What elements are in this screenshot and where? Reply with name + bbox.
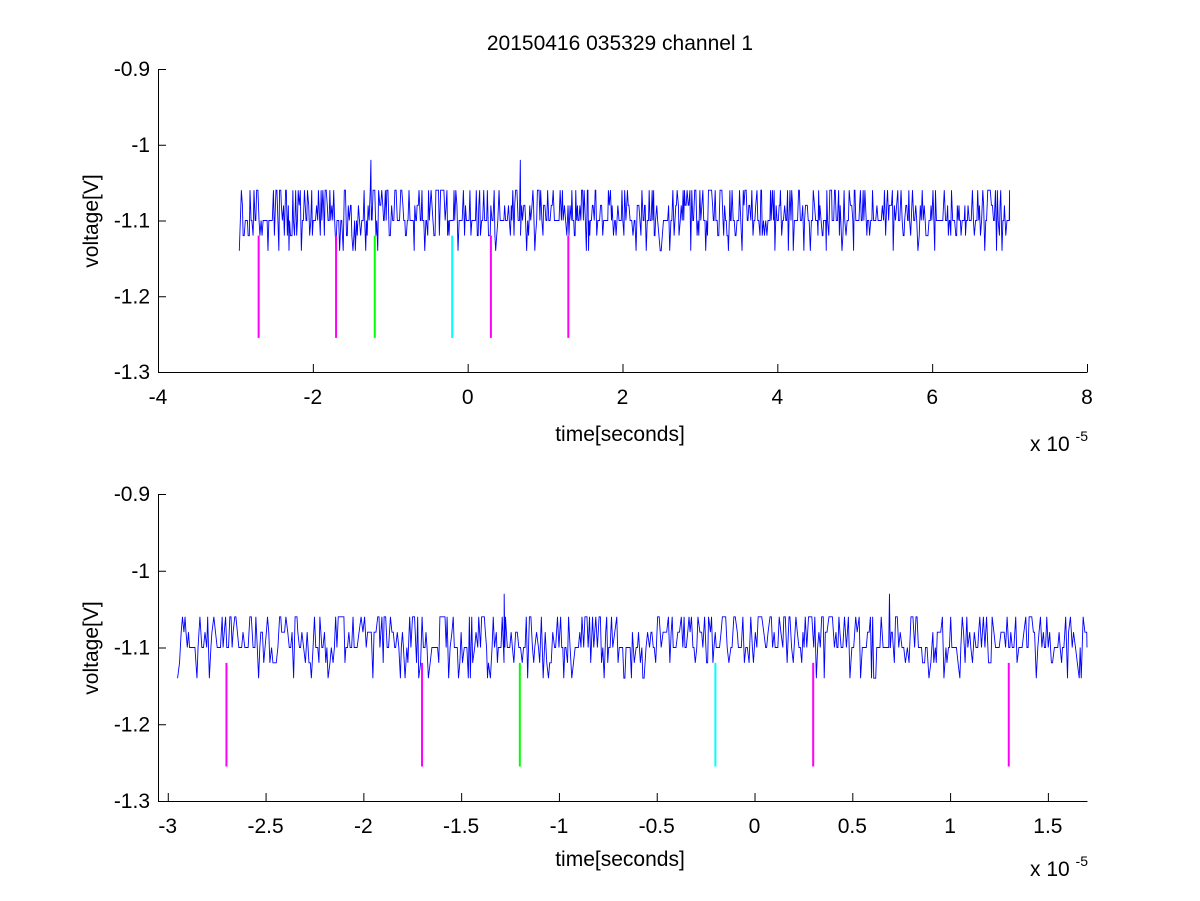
bottom-plot-x-tick-label: 1.5 (1033, 815, 1062, 838)
top-plot-x-tick-label: 2 (617, 386, 629, 409)
top-plot-x-tick-label: -2 (303, 386, 322, 409)
bottom-plot-voltage-series (177, 593, 1088, 679)
top-plot-x-exponent: x 10 -5 (1030, 428, 1088, 456)
bottom-plot-x-tick-label: 1 (944, 815, 956, 838)
bottom-plot-x-tick-label: 0 (749, 815, 761, 838)
top-plot-voltage-series (238, 159, 1011, 252)
top-plot-y-tick-label: -1 (131, 134, 150, 157)
top-plot-x-tick-label: 6 (926, 386, 938, 409)
top-plot-x-tick-label: 4 (771, 386, 783, 409)
bottom-plot: -3 -2.5 -2 -1.5 -1 -0.5 0 0.5 1 1.5 -1.3 -1.2 -1.1 -1… (80, 483, 1088, 881)
top-plot-marks (238, 159, 1011, 338)
bottom-plot-x-exponent: x 10 -5 (1030, 853, 1088, 881)
bottom-plot-y-tick-label: -0.9 (114, 483, 150, 506)
top-plot-y-tick-label: -1.3 (114, 361, 150, 384)
top-plot-x-tick-label: 8 (1081, 386, 1093, 409)
bottom-plot-x-exponent-base: x 10 (1030, 858, 1070, 881)
bottom-plot-xlabel: time[seconds] (555, 848, 685, 871)
bottom-plot-x-tick-label: -2.5 (247, 815, 283, 838)
top-plot-x-tick-label: -4 (149, 386, 168, 409)
top-plot-ylabel: voltage[V] (80, 174, 103, 267)
bottom-plot-x-tick-label: -0.5 (639, 815, 675, 838)
bottom-plot-x-tick-label: -1 (550, 815, 569, 838)
bottom-plot-x-tick-label: -2 (354, 815, 373, 838)
top-plot-x-exponent-base: x 10 (1030, 433, 1070, 456)
bottom-plot-y-tick-label: -1.3 (114, 790, 150, 813)
chart-title: 20150416 035329 channel 1 (487, 32, 753, 55)
bottom-plot-x-exponent-power: -5 (1076, 853, 1089, 869)
top-plot-y-tick-label: -1.2 (114, 285, 150, 308)
bottom-plot-x-tick-label: -3 (158, 815, 177, 838)
top-plot-x-exponent-power: -5 (1076, 428, 1089, 444)
top-plot-x-tick-label: 0 (462, 386, 474, 409)
bottom-plot-marks (177, 593, 1088, 767)
top-plot-ticks: -4 -2 0 2 4 6 8 -1.3 -1.2 -1.1 -1 -0.9 (114, 58, 1093, 409)
bottom-plot-ylabel: voltage[V] (80, 601, 103, 694)
top-plot-y-tick-label: -0.9 (114, 58, 150, 81)
bottom-plot-y-tick-label: -1 (131, 560, 150, 583)
top-plot-xlabel: time[seconds] (555, 423, 685, 446)
bottom-plot-y-tick-label: -1.1 (114, 637, 150, 660)
top-plot-y-tick-label: -1.1 (114, 210, 150, 233)
bottom-plot-x-tick-label: -1.5 (443, 815, 479, 838)
bottom-plot-ticks: -3 -2.5 -2 -1.5 -1 -0.5 0 0.5 1 1.5 -1.3 -1.2 -1.1 -1… (114, 483, 1063, 838)
top-plot: -4 -2 0 2 4 6 8 -1.3 -1.2 -1.1 -1 -0.9 time[seconds… (80, 58, 1093, 456)
bottom-plot-y-tick-label: -1.2 (114, 713, 150, 736)
bottom-plot-x-tick-label: 0.5 (838, 815, 867, 838)
